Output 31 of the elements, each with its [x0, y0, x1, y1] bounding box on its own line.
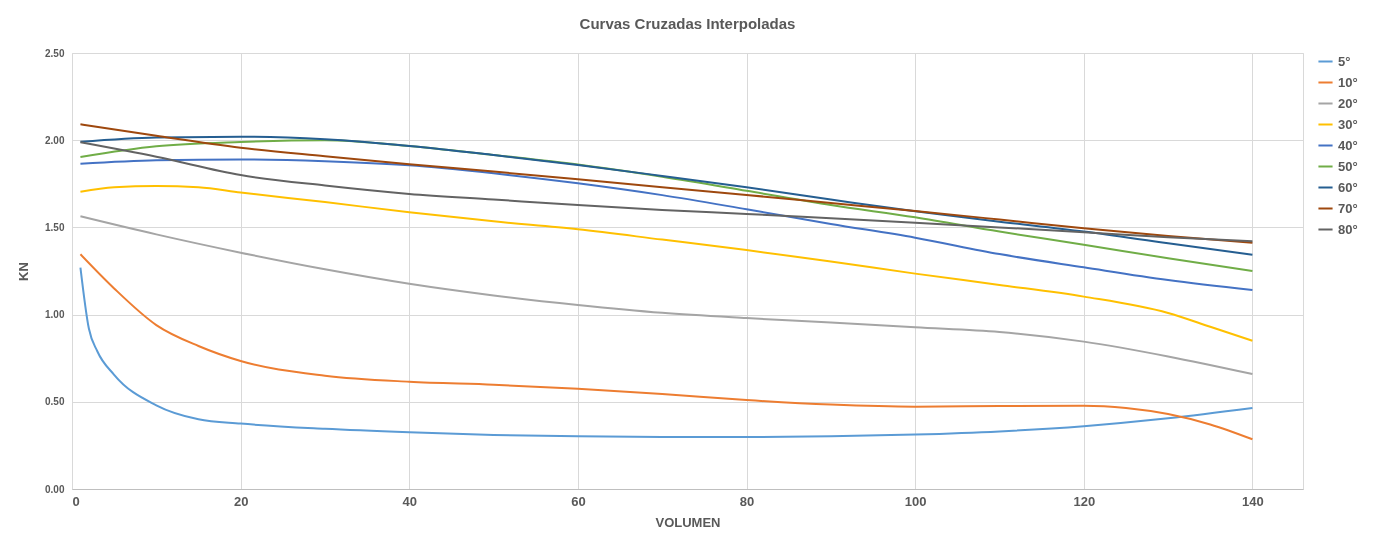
x-tick-label: 40	[402, 493, 417, 509]
line-series	[79, 141, 1254, 243]
line-series	[79, 123, 1254, 244]
line-series	[79, 158, 1254, 292]
legend-label: 30°	[1338, 116, 1358, 132]
legend-label: 5°	[1338, 53, 1351, 69]
legend-label: 80°	[1338, 221, 1358, 237]
legend-label: 50°	[1338, 158, 1358, 174]
x-tick-label: 140	[1242, 493, 1264, 509]
x-tick-label: 120	[1073, 493, 1096, 509]
x-tick-label: 0	[72, 493, 80, 509]
y-axis-title: KN	[16, 262, 32, 281]
legend-label: 20°	[1338, 95, 1358, 111]
legend-label: 10°	[1338, 74, 1358, 90]
chart-title: Curvas Cruzadas Interpoladas	[579, 15, 796, 32]
x-tick-label: 60	[571, 493, 586, 509]
y-tick-label: 2.50	[45, 47, 65, 59]
x-axis-title: VOLUMEN	[655, 514, 721, 530]
y-tick-label: 1.50	[45, 221, 65, 233]
x-tick-label: 100	[904, 493, 927, 509]
y-tick-label: 0.00	[45, 483, 65, 495]
x-tick-label: 20	[233, 493, 249, 509]
legend-label: 60°	[1338, 179, 1358, 195]
y-tick-label: 0.50	[45, 396, 65, 408]
legend-label: 40°	[1338, 137, 1358, 153]
x-tick-label: 80	[739, 493, 755, 509]
y-tick-label: 1.00	[45, 309, 65, 321]
legend-label: 70°	[1338, 200, 1358, 216]
line-series	[79, 215, 1254, 376]
y-tick-label: 2.00	[45, 134, 65, 146]
line-series	[79, 185, 1254, 342]
